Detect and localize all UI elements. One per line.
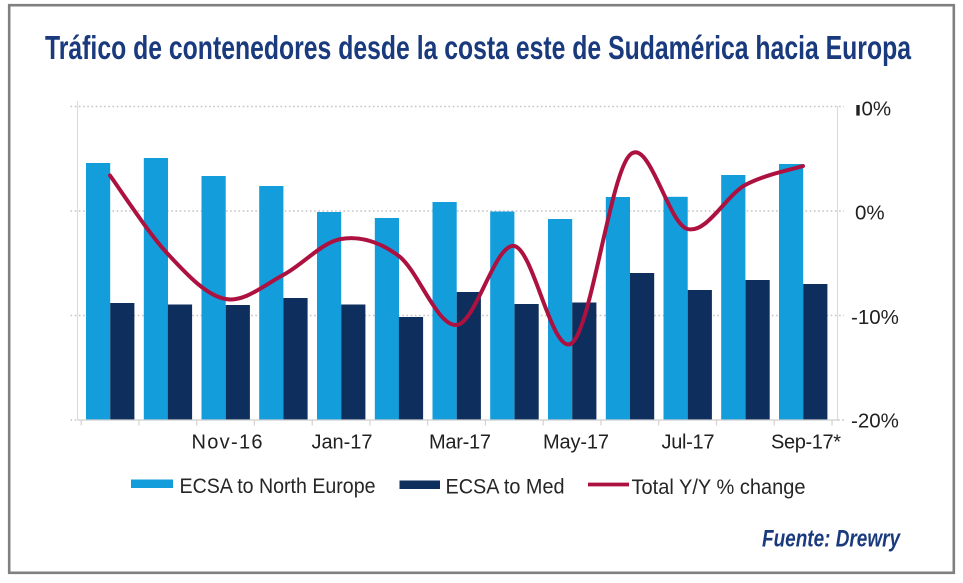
svg-text:0%: 0% — [855, 202, 885, 225]
svg-text:Fuente: Drewry: Fuente: Drewry — [762, 526, 901, 553]
svg-text:Sep-17*: Sep-17* — [771, 432, 841, 454]
svg-text:ECSA to Med: ECSA to Med — [446, 476, 565, 499]
svg-text:-20%: -20% — [851, 410, 899, 433]
svg-text:Mar-17: Mar-17 — [429, 432, 491, 454]
svg-text:Jul-17: Jul-17 — [662, 432, 715, 454]
svg-text:Nov-16: Nov-16 — [192, 432, 263, 454]
svg-text:Jan-17: Jan-17 — [312, 432, 373, 454]
svg-text:Tráfico de contenedores desde: Tráfico de contenedores desde la costa e… — [45, 29, 911, 66]
svg-text:ECSA to North Europe: ECSA to North Europe — [180, 475, 376, 498]
svg-text:May-17: May-17 — [543, 432, 609, 454]
svg-text:Total Y/Y % change: Total Y/Y % change — [632, 476, 806, 499]
svg-text:0%: 0% — [862, 98, 892, 121]
svg-text:-10%: -10% — [851, 306, 899, 329]
